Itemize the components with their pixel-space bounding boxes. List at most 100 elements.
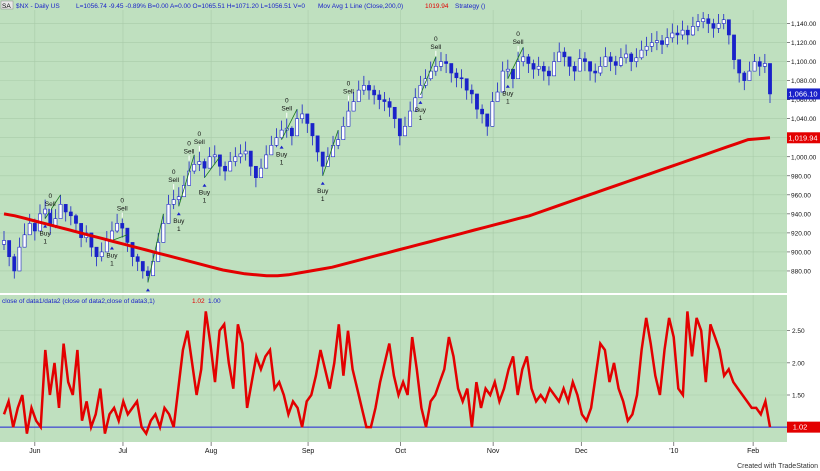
- candle-body: [459, 77, 464, 80]
- candle-body: [762, 63, 767, 67]
- price-tick-label: 900.00: [791, 249, 811, 256]
- indicator-value: 1019.94: [425, 3, 449, 10]
- buy-label: Buy: [502, 91, 514, 98]
- candle-body: [577, 58, 582, 72]
- candle-body: [315, 135, 320, 153]
- candle-body: [331, 145, 335, 158]
- sell-quantity: 0: [198, 131, 202, 138]
- symbol-tab-label: SA: [2, 3, 11, 10]
- candle-body: [22, 234, 27, 248]
- candle-body: [192, 164, 197, 172]
- sell-label: Sell: [45, 201, 56, 208]
- candle-body: [690, 26, 695, 36]
- candle-body: [63, 204, 68, 213]
- candle-body: [634, 57, 639, 62]
- candle-body: [94, 246, 99, 257]
- time-axis[interactable]: [0, 442, 820, 471]
- ratio-last-label: 1.02: [793, 423, 808, 432]
- candle-body: [300, 113, 305, 119]
- candle-body: [464, 78, 469, 91]
- time-tick-label: Nov: [487, 448, 500, 455]
- time-tick-label: Jun: [29, 448, 40, 455]
- candle-body: [454, 72, 459, 79]
- candle-body: [264, 154, 269, 169]
- candle-body: [557, 51, 562, 62]
- candle-body: [649, 42, 654, 47]
- candle-body: [248, 150, 253, 167]
- candle-body: [567, 56, 572, 67]
- candle-body: [197, 161, 202, 165]
- candle-body: [742, 72, 747, 81]
- candle-body: [182, 185, 186, 198]
- buy-arrow: [202, 183, 207, 187]
- candle-body: [27, 223, 32, 236]
- candle-body: [511, 68, 515, 80]
- candle-body: [732, 34, 736, 60]
- candle-body: [552, 61, 556, 77]
- candle-body: [541, 66, 546, 72]
- candle-body: [747, 70, 752, 81]
- buy-quantity: 1: [419, 115, 423, 122]
- candle-body: [768, 63, 772, 95]
- ratio-axis[interactable]: [787, 295, 820, 442]
- candle-body: [12, 256, 17, 272]
- buy-quantity: 1: [43, 239, 47, 246]
- candle-body: [341, 126, 346, 140]
- candle-body: [619, 57, 623, 66]
- candle-body: [130, 242, 135, 257]
- candle-body: [356, 89, 361, 102]
- candle-body: [444, 61, 449, 64]
- candle-body: [757, 61, 762, 67]
- time-tick-label: Oct: [395, 448, 406, 455]
- candle-body: [516, 61, 520, 80]
- candle-body: [238, 153, 243, 158]
- time-tick-label: Feb: [747, 448, 759, 455]
- trendline-segment: [420, 56, 437, 96]
- header-bar: [0, 0, 787, 10]
- candle-body: [140, 261, 145, 272]
- candle-body: [115, 223, 120, 232]
- trendline-segment: [204, 156, 221, 178]
- candle-body: [583, 58, 587, 62]
- candle-body: [536, 66, 541, 70]
- ratio-indicator-label: close of data1/data2 (close of data2,clo…: [2, 298, 155, 305]
- price-tick-label: 920.00: [791, 230, 811, 237]
- candle-body: [110, 230, 114, 241]
- candle-body: [228, 161, 233, 172]
- candle-body: [99, 251, 104, 257]
- candle-body: [660, 40, 664, 45]
- candle-body: [433, 66, 438, 72]
- candle-body: [171, 199, 176, 205]
- candle-body: [485, 113, 490, 127]
- candle-body: [223, 165, 227, 172]
- trendline-segment: [147, 213, 164, 283]
- candle-body: [665, 37, 670, 45]
- candle-body: [608, 56, 613, 62]
- price-axis[interactable]: [787, 10, 820, 293]
- candle-body: [428, 70, 433, 80]
- candle-body: [588, 61, 592, 72]
- candle-body: [654, 40, 659, 43]
- sell-label: Sell: [513, 39, 524, 46]
- sell-label: Sell: [168, 177, 179, 184]
- sell-quantity: 0: [187, 141, 191, 148]
- symbol-tab[interactable]: [0, 0, 14, 10]
- ma-value-label: 1,019.94: [788, 133, 817, 142]
- trendline-segment: [111, 234, 128, 241]
- price-grid: [0, 10, 787, 293]
- ratio-tick-label: 2.00: [792, 360, 805, 367]
- sell-quantity: 0: [347, 81, 351, 88]
- candle-body: [500, 70, 505, 93]
- candle-body: [32, 223, 37, 232]
- buy-label: Buy: [106, 253, 118, 260]
- candle-body: [408, 110, 413, 127]
- candle-body: [254, 165, 258, 178]
- candle-body: [53, 218, 58, 226]
- buy-label: Buy: [199, 190, 211, 197]
- candle-body: [392, 106, 397, 119]
- candle-body: [603, 56, 608, 67]
- candle-body: [721, 19, 726, 24]
- footer-credit: Created with TradeStation: [737, 463, 818, 470]
- candle-body: [146, 270, 150, 277]
- ratio-tick-label: 1.50: [792, 393, 805, 400]
